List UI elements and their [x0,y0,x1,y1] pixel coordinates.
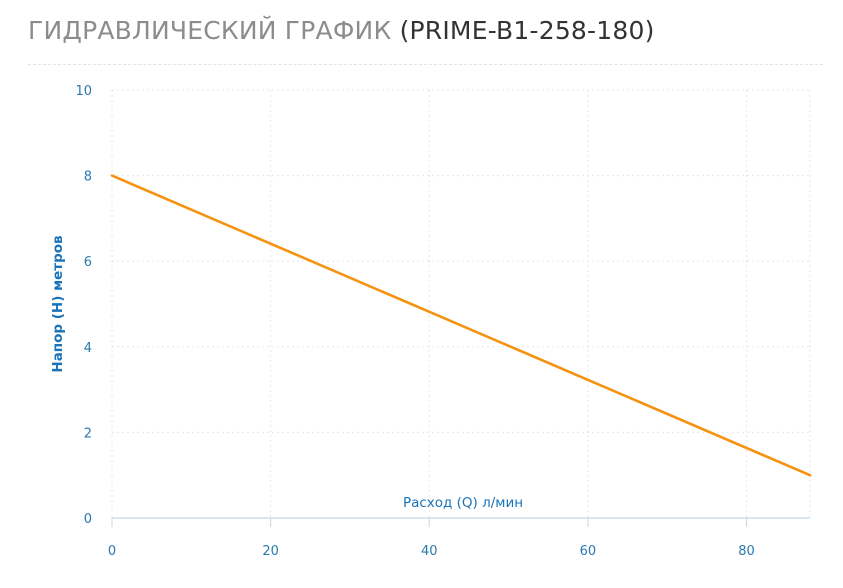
y-tick-label: 4 [84,341,92,356]
y-axis-title: Напор (H) метров [50,235,66,372]
chart-title-main: ГИДРАВЛИЧЕСКИЙ ГРАФИК [28,16,392,45]
chart-title-model: (PRIME-B1-258-180) [399,16,655,45]
x-tick-label: 40 [421,544,438,559]
y-tick-label: 2 [84,426,92,441]
x-tick-marks [111,518,748,527]
x-tick-label: 20 [262,544,279,559]
y-tick-labels: 0 2 4 6 8 10 [75,84,92,527]
y-tick-label: 0 [84,512,92,527]
y-tick-label: 6 [84,255,92,270]
page-title: ГИДРАВЛИЧЕСКИЙ ГРАФИК (PRIME-B1-258-180) [28,16,655,45]
y-tick-label: 10 [75,84,92,99]
series-line [110,174,812,477]
series-layer [110,174,812,477]
y-grid [112,89,810,433]
x-tick-label: 80 [738,544,755,559]
x-tick-label: 0 [108,544,116,559]
x-grid [111,90,811,518]
x-tick-label: 60 [580,544,597,559]
x-axis-title: Расход (Q) л/мин [403,495,523,511]
y-tick-label: 8 [84,170,92,185]
title-divider [28,64,823,65]
x-tick-labels: 0 20 40 60 80 [108,544,755,559]
